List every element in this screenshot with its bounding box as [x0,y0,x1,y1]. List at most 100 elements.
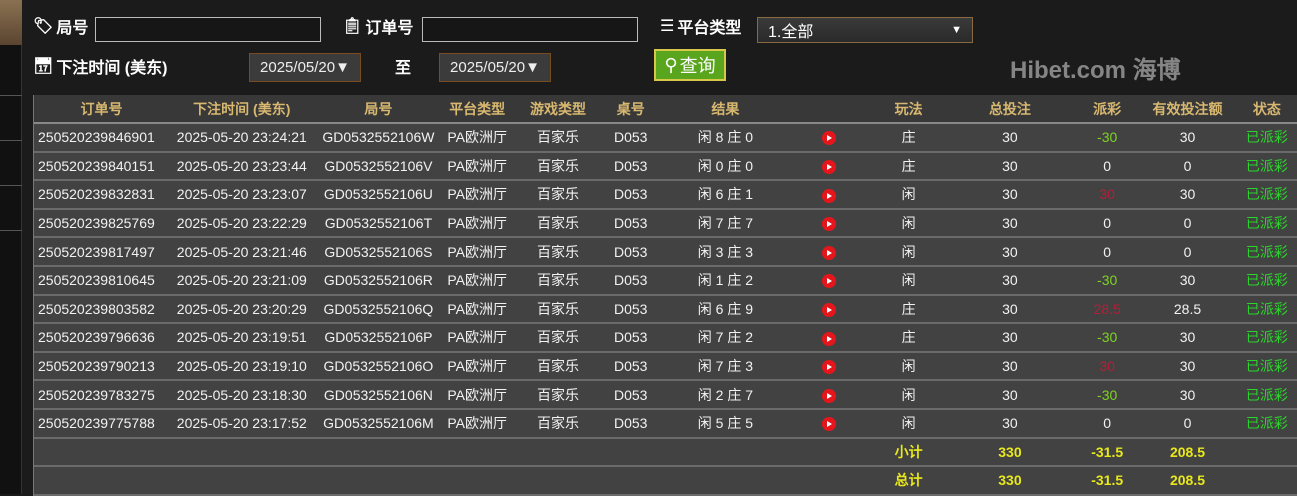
status: 已派彩 [1228,380,1297,410]
game-type: 百家乐 [511,123,605,153]
total-bet: 30 [952,237,1068,267]
total-bet: 30 [952,323,1068,353]
video-cell [793,408,866,439]
platform: PA欧洲厅 [442,380,512,410]
watermark: Hibet.com 海博 [1010,57,1181,84]
table-row: 250520239803582 2025-05-20 23:20:29 GD0532… [34,294,1297,325]
subtotal-row: 小计 330 -31.5 208.5 [34,437,1297,468]
play-video-icon[interactable] [822,217,837,232]
game-type: 百家乐 [511,408,605,439]
bet-type: 闲 [865,180,953,210]
table-row: 250520239783275 2025-05-20 23:18:30 GD0532… [34,380,1297,410]
valid-bet: 0 [1146,408,1229,439]
round-id: GD0532552106T [314,208,443,239]
valid-bet: 30 [1146,323,1229,353]
table-id: D053 [604,265,658,296]
game-type: 百家乐 [511,237,605,267]
payout: 0 [1067,237,1147,267]
empty-cell [1228,437,1297,468]
bet-type: 闲 [865,351,953,382]
bet-type: 庄 [865,123,953,153]
total-bet: 30 [952,180,1068,210]
empty-cell [511,437,605,468]
empty-cell [34,466,170,496]
play-video-icon[interactable] [822,388,837,403]
platform: PA欧洲厅 [442,323,512,353]
play-video-icon[interactable] [822,360,837,375]
play-video-icon[interactable] [822,331,837,346]
table-row: 250520239840151 2025-05-20 23:23:44 GD0532… [34,151,1297,182]
total-bet: 30 [952,265,1068,296]
table-row: 250520239825769 2025-05-20 23:22:29 GD0532… [34,208,1297,239]
result: 闲 5 庄 5 [657,408,794,439]
chevron-down-icon: ▼ [951,24,962,36]
result: 闲 7 庄 3 [657,351,794,382]
play-video-icon[interactable] [822,131,837,146]
play-video-icon[interactable] [822,274,837,289]
round-label: 🏷︎ 局号 [33,18,89,37]
payout: 28.5 [1067,294,1147,325]
round-id: GD0532552106R [314,265,443,296]
total-bet: 30 [952,151,1068,182]
game-type: 百家乐 [511,294,605,325]
bet-time: 2025-05-20 23:17:52 [169,408,315,439]
valid-bet: 30 [1146,351,1229,382]
valid-bet: 0 [1146,151,1229,182]
empty-cell [793,466,866,496]
bet-time: 2025-05-20 23:19:10 [169,351,315,382]
game-type: 百家乐 [511,265,605,296]
order-label: 📋︎ 订单号 [342,18,414,37]
empty-cell [442,466,512,496]
table-id: D053 [604,351,658,382]
grandtotal-payout: -31.5 [1067,466,1147,496]
column-header: 平台类型 [442,95,512,124]
grandtotal-label: 总计 [865,466,953,496]
play-video-icon[interactable] [822,188,837,203]
empty-cell [314,437,443,468]
table-row: 250520239817497 2025-05-20 23:21:46 GD0532… [34,237,1297,267]
platform-select[interactable]: 1.全部 ▼ [757,17,973,43]
status: 已派彩 [1228,208,1297,239]
order-id: 250520239817497 [34,237,170,267]
play-video-icon[interactable] [822,417,837,432]
game-type: 百家乐 [511,151,605,182]
subtotal-payout: -31.5 [1067,437,1147,468]
grandtotal-row: 总计 330 -31.5 208.5 [34,466,1297,496]
status: 已派彩 [1228,265,1297,296]
grandtotal-valid: 208.5 [1146,466,1229,496]
column-header: 状态 [1228,95,1297,124]
platform: PA欧洲厅 [442,265,512,296]
date-to-picker[interactable]: 2025/05/20▼ [439,53,551,82]
date-from-picker[interactable]: 2025/05/20▼ [249,53,361,82]
bet-type: 庄 [865,323,953,353]
payout: -30 [1067,323,1147,353]
platform-label: ☰ 平台类型 [660,18,742,37]
order-id: 250520239810645 [34,265,170,296]
query-button[interactable]: ⚲ 查询 [654,49,726,81]
result: 闲 7 庄 7 [657,208,794,239]
bet-type: 闲 [865,237,953,267]
column-header [793,95,866,124]
result: 闲 8 庄 0 [657,123,794,153]
round-id: GD0532552106W [314,123,443,153]
order-id: 250520239775788 [34,408,170,439]
total-bet: 30 [952,294,1068,325]
play-video-icon[interactable] [822,160,837,175]
round-input[interactable] [95,17,321,42]
column-header: 结果 [657,95,794,124]
bet-type: 闲 [865,265,953,296]
column-header: 派彩 [1067,95,1147,124]
play-video-icon[interactable] [822,245,837,260]
round-id: GD0532552106P [314,323,443,353]
empty-cell [604,466,658,496]
bet-time: 2025-05-20 23:20:29 [169,294,315,325]
result: 闲 2 庄 7 [657,380,794,410]
bet-time: 2025-05-20 23:24:21 [169,123,315,153]
table-row: 250520239846901 2025-05-20 23:24:21 GD0532… [34,123,1297,153]
payout: 30 [1067,351,1147,382]
order-input[interactable] [422,17,638,42]
calendar-icon: 📅︎ [33,58,54,75]
round-id: GD0532552106O [314,351,443,382]
bet-time: 2025-05-20 23:18:30 [169,380,315,410]
play-video-icon[interactable] [822,303,837,317]
